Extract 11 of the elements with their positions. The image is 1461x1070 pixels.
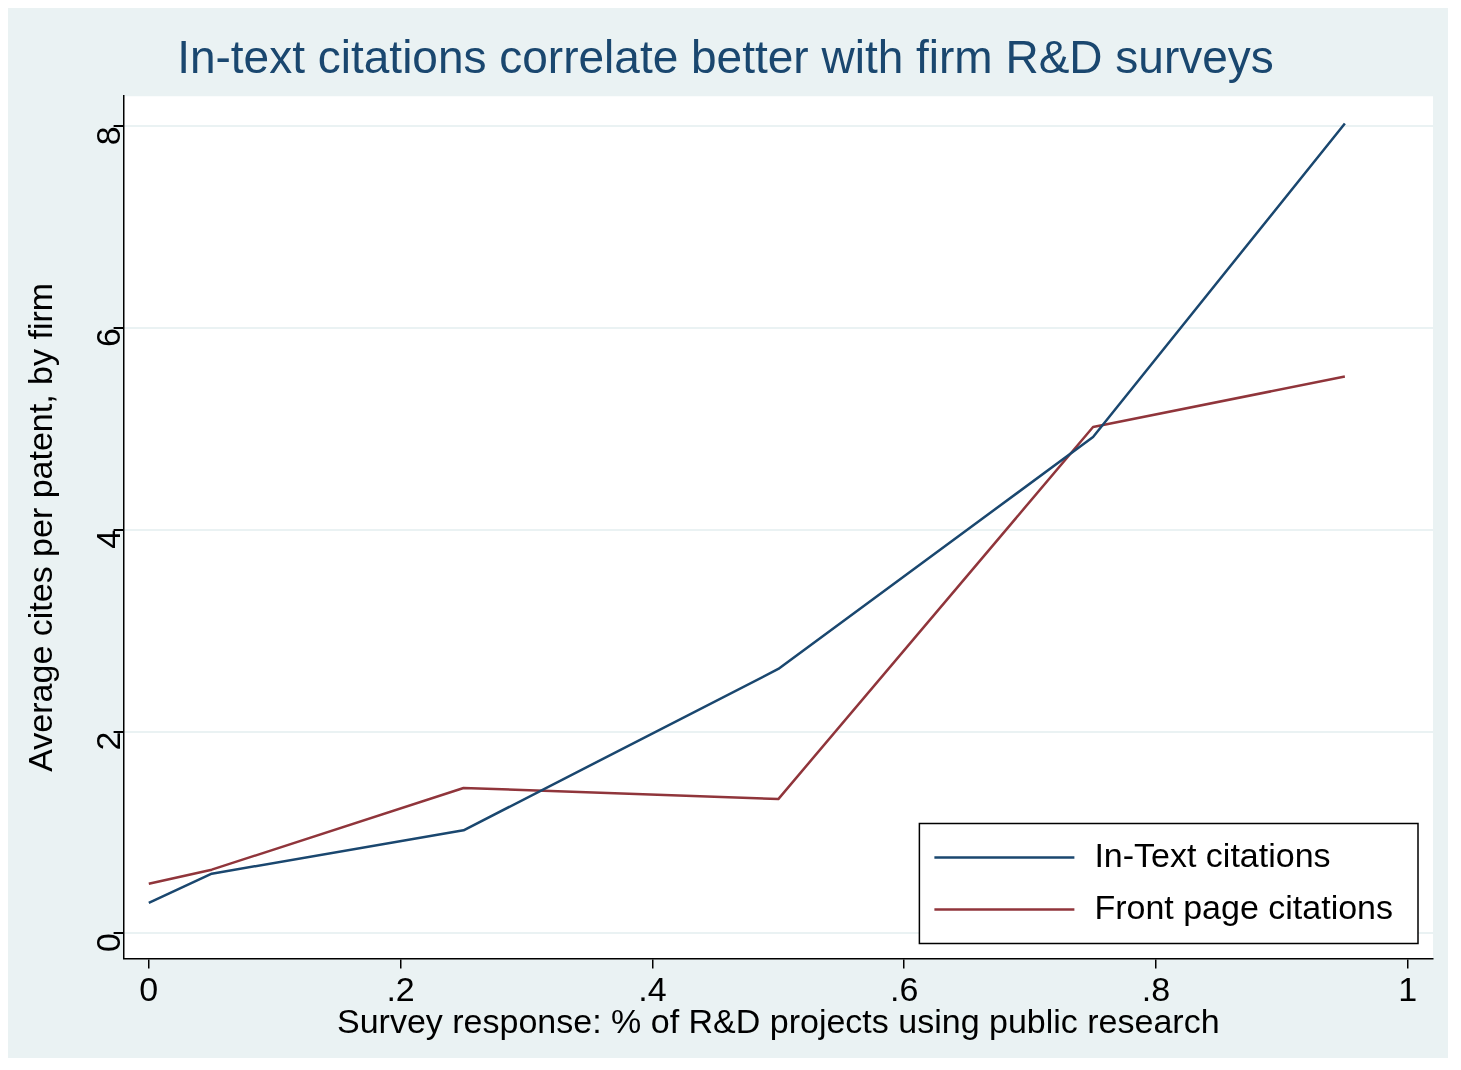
- y-tick-label: 2: [88, 731, 127, 751]
- legend-label: Front page citations: [1094, 887, 1394, 926]
- y-tick-label: 6: [88, 328, 127, 348]
- x-tick-label: 0: [139, 970, 159, 1009]
- y-tick-label: 0: [88, 933, 127, 953]
- x-tick-label: 1: [1398, 970, 1418, 1009]
- y-tick-label: 8: [88, 126, 127, 146]
- y-axis-title: Average cites per patent, by firm: [20, 282, 59, 772]
- legend-label: In-Text citations: [1094, 835, 1331, 874]
- y-tick-label: 4: [88, 529, 127, 549]
- chart-title: In-text citations correlate better with firm R&D surveys: [177, 31, 1274, 84]
